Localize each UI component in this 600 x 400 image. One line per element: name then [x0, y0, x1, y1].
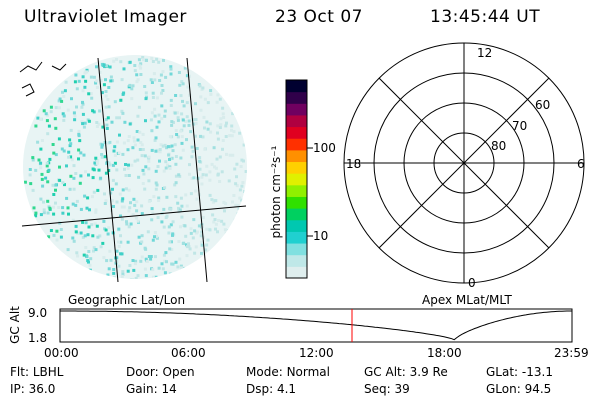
mlt-label-0: 0: [468, 276, 476, 290]
longitude-line: [186, 57, 208, 283]
altitude-curve: [60, 310, 572, 341]
apex-panel-label: Apex MLat/MLT: [422, 293, 512, 307]
mlt-label-18: 18: [346, 157, 362, 171]
colorbar: [285, 79, 313, 279]
altitude-xtick: 06:00: [171, 346, 206, 360]
altitude-xtick: 12:00: [299, 346, 334, 360]
coastline: [19, 61, 67, 97]
mlt-label-12: 12: [477, 46, 493, 60]
altitude-xtick: 23:59: [554, 346, 589, 360]
colorbar-stripe: [286, 138, 307, 151]
colorbar-stripe: [286, 91, 307, 104]
mlat-label-80: 80: [491, 139, 507, 153]
colorbar-unit-label: photon cm⁻²s⁻¹: [269, 145, 283, 239]
mlt-label-6: 6: [577, 157, 585, 171]
status-door: Door: Open: [126, 365, 195, 379]
altitude-plot: [59, 308, 573, 343]
status-gain: Gain: 14: [126, 382, 177, 396]
instrument-title: Ultraviolet Imager: [24, 7, 187, 27]
colorbar-stripe: [286, 114, 307, 128]
colorbar-stripe: [286, 196, 307, 209]
colorbar-stripe: [286, 184, 307, 197]
status-filter: Flt: LBHL: [10, 365, 64, 379]
status-glon: GLon: 94.5: [486, 382, 552, 396]
status-glat: GLat: -13.1: [486, 365, 553, 379]
colorbar-stripe: [286, 161, 307, 174]
latitude-line: [21, 205, 247, 227]
date-label: 23 Oct 07: [275, 7, 363, 27]
colorbar-tick-label-10: 10: [313, 229, 329, 243]
altitude-ytick: 1.8: [28, 331, 48, 345]
mlat-label-60: 60: [535, 98, 551, 112]
colorbar-stripe: [286, 149, 307, 163]
colorbar-stripe: [286, 219, 307, 232]
status-dsp: Dsp: 4.1: [246, 382, 297, 396]
colorbar-stripe: [286, 243, 307, 256]
status-mode: Mode: Normal: [246, 365, 330, 379]
geographic-panel-label: Geographic Lat/Lon: [68, 293, 186, 307]
colorbar-stripe: [286, 173, 307, 186]
status-ip: IP: 36.0: [10, 382, 56, 396]
colorbar-stripe: [286, 126, 307, 139]
colorbar-stripe: [286, 254, 307, 267]
mlat-label-70: 70: [512, 119, 528, 133]
polar-plot: [343, 42, 585, 284]
colorbar-stripe: [286, 231, 307, 244]
time-label: 13:45:44 UT: [430, 7, 541, 27]
status-seq: Seq: 39: [364, 382, 410, 396]
altitude-ylabel: GC Alt: [7, 306, 22, 344]
colorbar-stripe: [286, 266, 307, 279]
colorbar-tick-label-100: 100: [313, 141, 336, 155]
altitude-ytick: 9.0: [28, 306, 48, 320]
colorbar-stripe: [286, 103, 307, 116]
status-gc-alt: GC Alt: 3.9 Re: [364, 365, 448, 379]
altitude-xtick: 00:00: [44, 346, 79, 360]
longitude-line: [97, 57, 119, 283]
colorbar-stripe: [286, 80, 307, 93]
altitude-xtick: 18:00: [427, 346, 462, 360]
globe-image: [19, 55, 247, 283]
colorbar-stripe: [286, 208, 307, 221]
